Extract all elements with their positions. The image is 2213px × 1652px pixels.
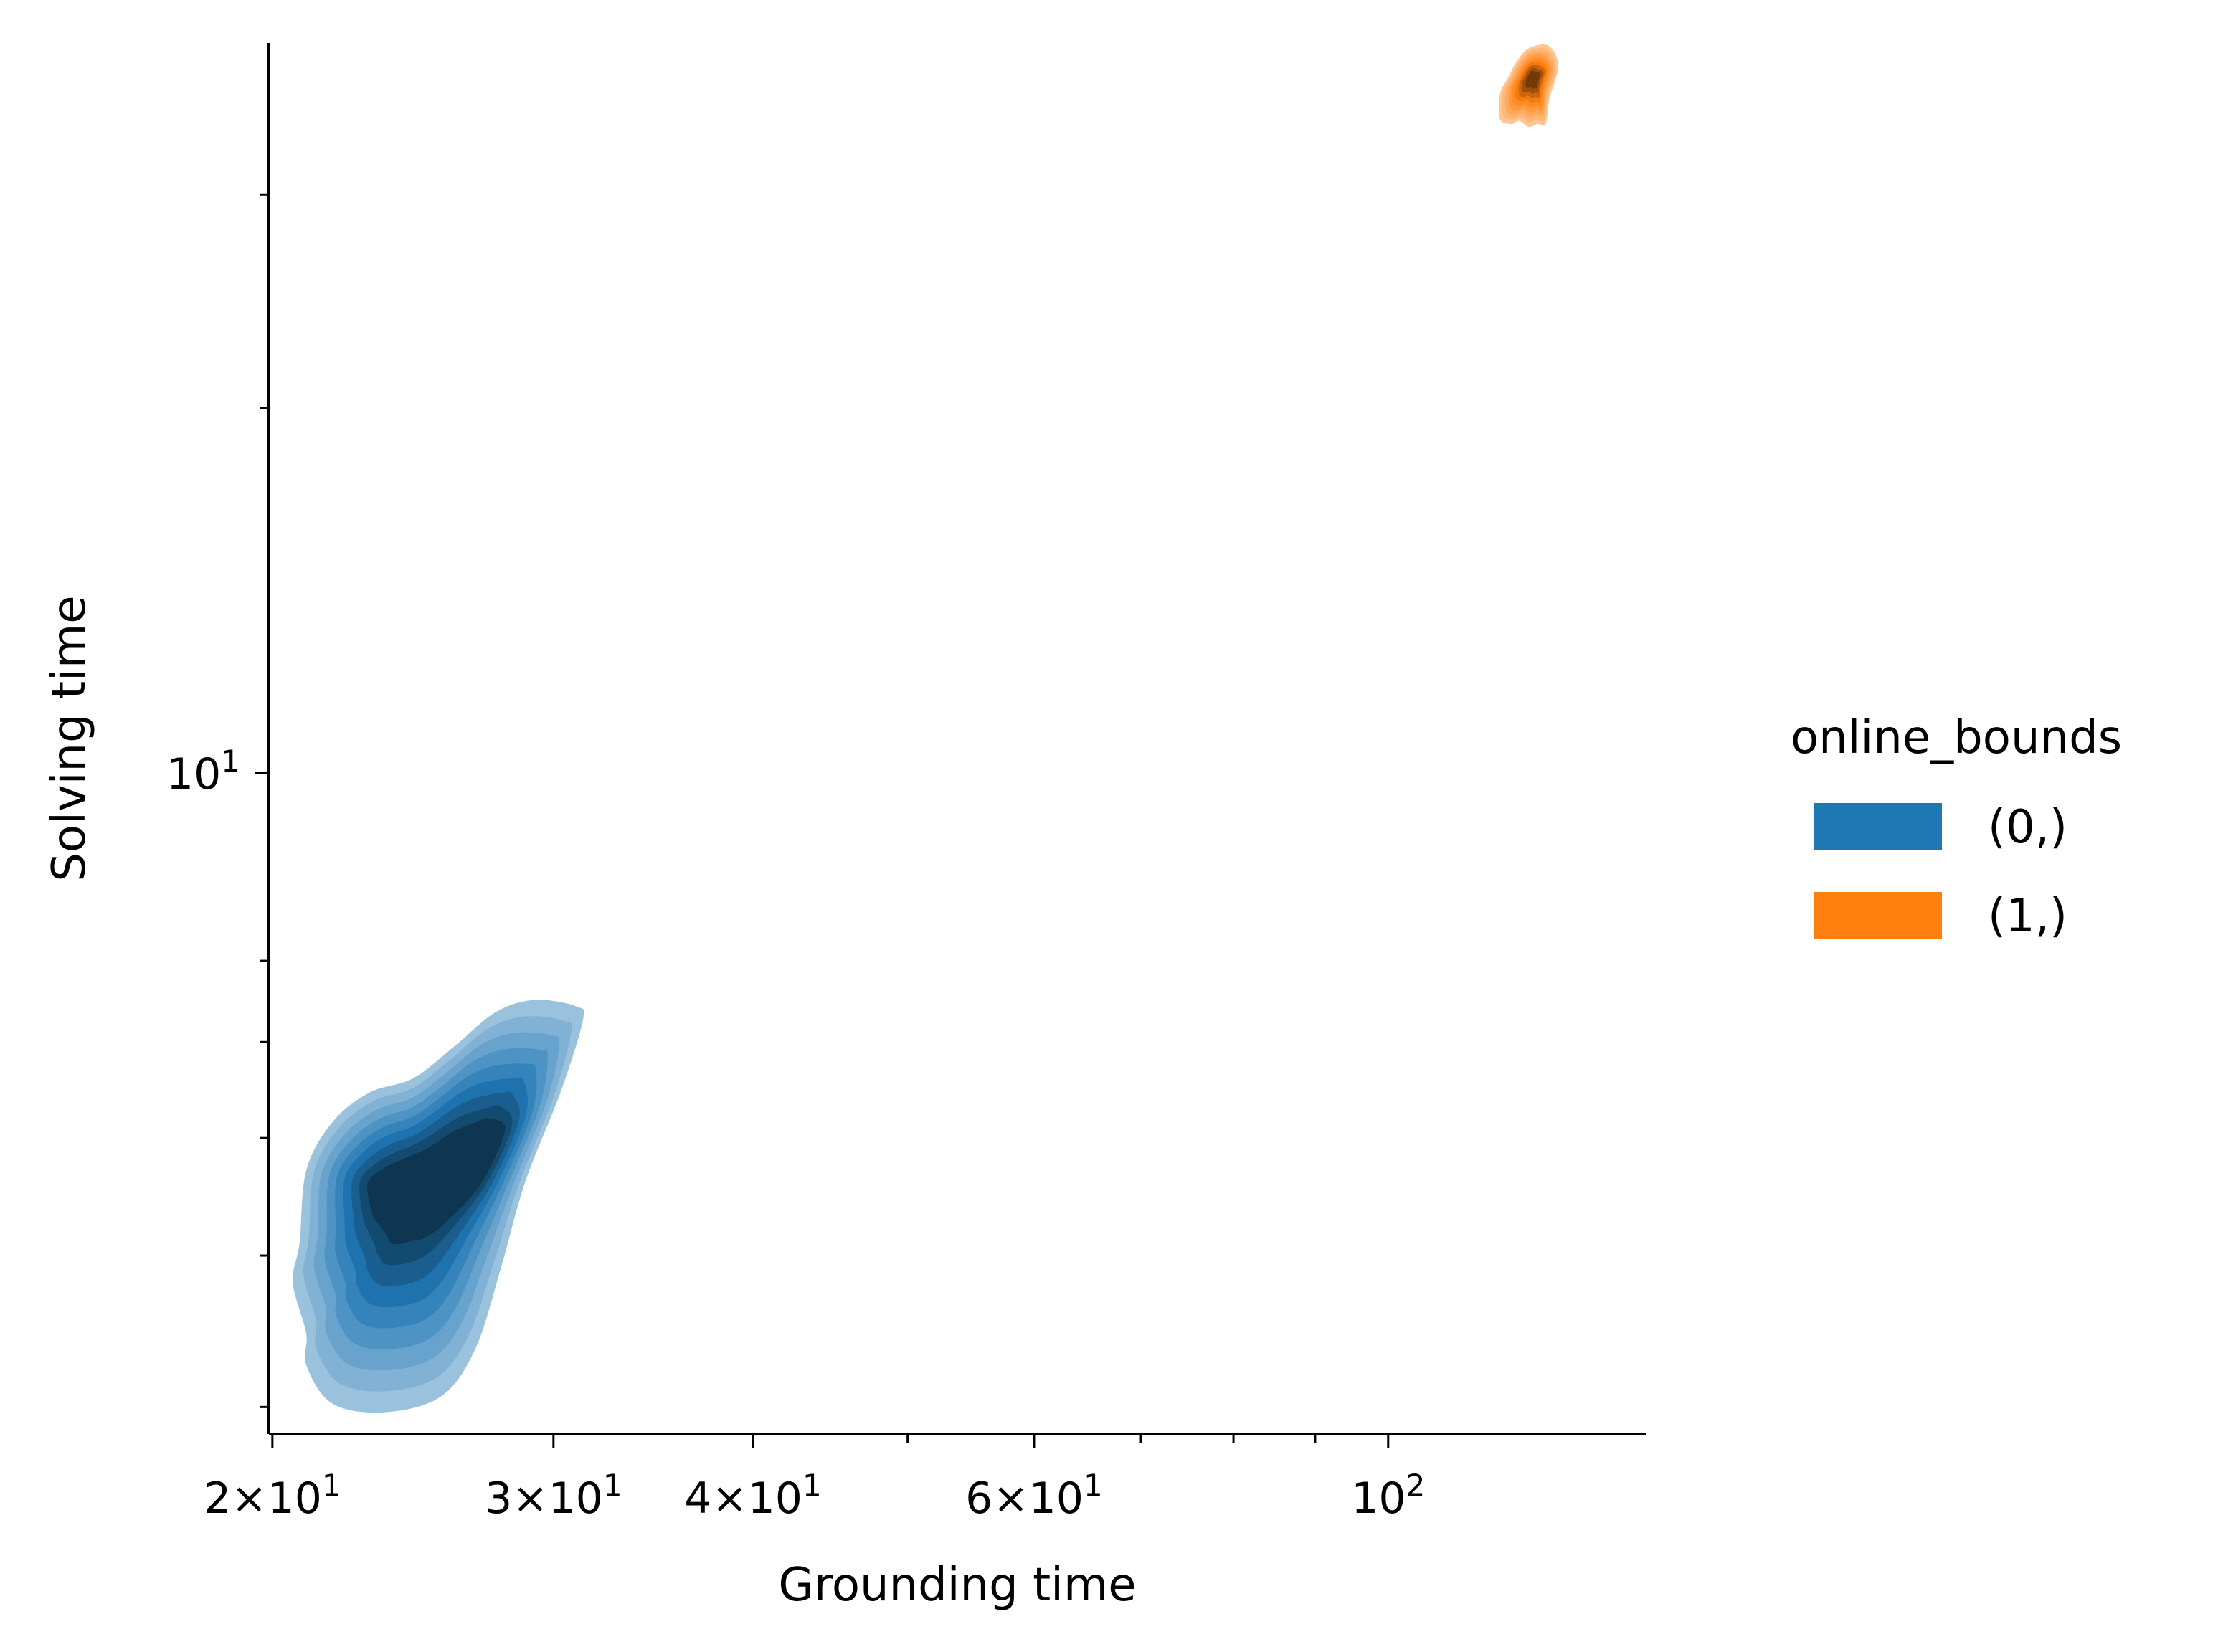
kde-contour-level-9 [1525, 70, 1541, 89]
x-axis-title: Grounding time [778, 1559, 1136, 1612]
kde-series-1 [293, 1000, 584, 1413]
legend-title: online_bounds [1791, 711, 2122, 764]
legend-label: (1,) [1988, 890, 2067, 943]
kde-series-2 [1498, 44, 1558, 128]
y-axis-title: Solving time [43, 595, 96, 881]
x-tick-label: 2×101 [204, 1468, 341, 1524]
y-axis-ticks: 101 [166, 193, 269, 1408]
plot-area [293, 44, 1558, 1413]
x-tick-label: 4×101 [684, 1468, 822, 1524]
legend-label: (0,) [1988, 801, 2067, 854]
x-axis-ticks: 2×101 3×101 4×101 6×101 102 [204, 1434, 1425, 1524]
kde-contour-level-9 [367, 1118, 506, 1245]
x-tick-label: 3×101 [485, 1468, 622, 1524]
legend-swatch [1814, 892, 1942, 939]
legend: online_bounds (0,) (1,) [1791, 711, 2122, 943]
x-tick-label: 6×101 [965, 1468, 1103, 1524]
legend-swatch [1814, 803, 1942, 850]
x-tick-label: 102 [1351, 1468, 1425, 1524]
y-tick-label: 101 [166, 744, 240, 799]
